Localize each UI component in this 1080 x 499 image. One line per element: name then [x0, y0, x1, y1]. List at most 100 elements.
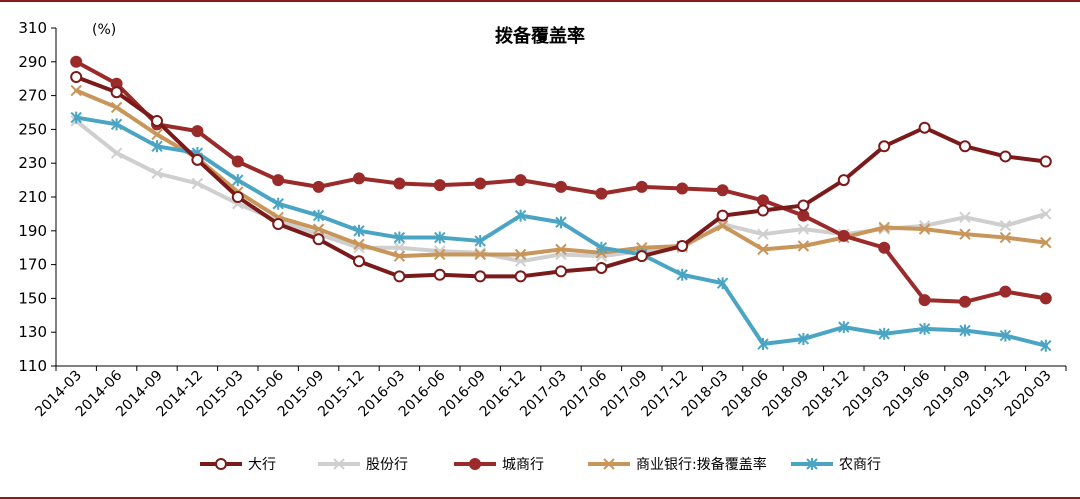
data-point [312, 233, 325, 246]
data-point [837, 229, 850, 242]
data-point [151, 128, 163, 141]
data-point [272, 197, 284, 210]
data-point [433, 179, 446, 192]
data-point [110, 101, 123, 114]
legend-swatch [791, 458, 833, 470]
data-point [757, 194, 769, 207]
data-point [959, 295, 971, 308]
data-point [1040, 236, 1052, 249]
data-point [797, 209, 810, 222]
y-tick-label: 130 [18, 323, 47, 341]
series-3 [70, 55, 1052, 308]
data-point [312, 209, 325, 222]
data-point [434, 231, 446, 244]
data-point [716, 277, 729, 290]
data-point [70, 55, 83, 68]
data-point [757, 204, 769, 217]
data-point [151, 167, 163, 180]
data-point [999, 329, 1012, 342]
y-tick-label: 230 [18, 154, 47, 172]
data-point [797, 240, 810, 252]
data-point [838, 321, 850, 334]
data-point [878, 327, 890, 340]
data-point [676, 182, 689, 195]
data-point [555, 243, 567, 256]
data-point [999, 285, 1012, 298]
series-1 [70, 71, 1052, 283]
data-point [959, 324, 971, 337]
data-point [716, 184, 729, 197]
data-point [191, 153, 204, 166]
data-point [797, 332, 810, 345]
data-point [433, 268, 446, 281]
data-point [231, 191, 244, 203]
data-point [999, 220, 1012, 232]
y-tick-label: 110 [18, 357, 47, 375]
data-point [635, 180, 648, 193]
data-point [918, 121, 931, 134]
data-point [191, 177, 204, 190]
data-point [878, 221, 890, 234]
data-point [999, 231, 1012, 244]
data-point [272, 174, 285, 187]
data-point [878, 241, 891, 254]
y-tick-label: 170 [18, 256, 47, 274]
y-tick-label: 210 [18, 188, 47, 206]
legend-swatch-marker [469, 458, 481, 470]
y-axis-unit: (%) [92, 22, 117, 38]
data-point [918, 223, 931, 235]
data-point [191, 125, 204, 138]
data-point [110, 147, 123, 159]
data-point [393, 270, 406, 283]
y-tick-label: 150 [18, 289, 47, 307]
y-tick-label: 310 [18, 19, 47, 37]
data-point [312, 180, 325, 193]
legend-swatch-marker [215, 458, 227, 470]
data-point [231, 155, 244, 168]
data-point [272, 218, 285, 231]
data-point [232, 174, 244, 187]
data-point [393, 241, 406, 254]
data-point [1039, 155, 1052, 168]
y-tick-label: 270 [18, 87, 47, 105]
data-point [757, 228, 769, 240]
data-point [918, 294, 931, 307]
legend-swatch [588, 458, 630, 470]
data-point [353, 172, 365, 185]
legend-item: 城商行 [452, 452, 544, 476]
data-point [1040, 339, 1052, 352]
data-point [393, 231, 406, 244]
legend-label: 大行 [248, 457, 276, 473]
data-point [555, 180, 567, 193]
legend-swatch [454, 458, 496, 470]
data-point [514, 270, 527, 283]
legend-swatch-marker [806, 458, 818, 470]
data-point [70, 84, 82, 97]
data-point [716, 220, 729, 232]
data-point [110, 86, 123, 99]
data-point [757, 338, 769, 351]
legend-label: 城商行 [502, 457, 544, 473]
legend-label: 商业银行:拨备覆盖率 [636, 457, 767, 473]
data-point [393, 177, 406, 190]
data-point [757, 243, 769, 256]
legend-label: 股份行 [366, 457, 408, 473]
data-point [353, 238, 365, 251]
series-5 [70, 111, 1052, 352]
data-point [1040, 208, 1052, 220]
data-point [555, 265, 567, 278]
legend-item: 大行 [198, 452, 276, 476]
data-point [676, 240, 689, 253]
data-point [434, 248, 446, 261]
data-point [514, 248, 527, 261]
data-point [474, 234, 486, 247]
chart-legend: 大行 股份行 城商行 商业银行:拨备覆盖率 农商行 [0, 452, 1080, 476]
data-point [151, 114, 163, 127]
data-point [716, 209, 729, 222]
data-point [474, 270, 487, 283]
data-point [70, 71, 83, 84]
data-point [110, 118, 123, 131]
legend-swatch-marker [603, 458, 615, 470]
data-point [959, 140, 971, 153]
data-point [70, 111, 82, 124]
